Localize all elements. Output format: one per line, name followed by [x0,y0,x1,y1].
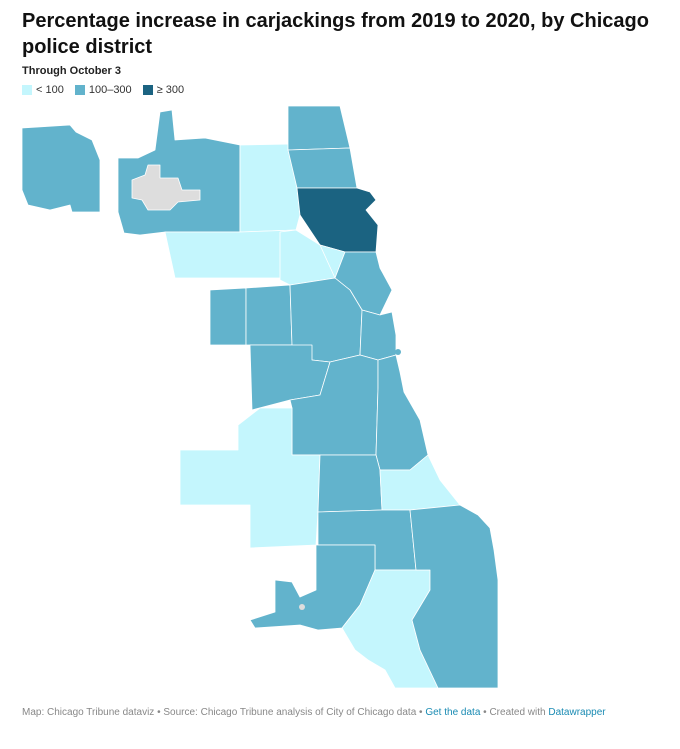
district-19[interactable] [296,187,379,253]
legend-item-mid: 100–300 [74,84,132,96]
district-24[interactable] [287,105,351,151]
district-4[interactable] [409,504,499,689]
footer-source: Source: Chicago Tribune analysis of City… [163,707,417,718]
footer-separator: • [416,707,426,718]
legend-item-low: < 100 [22,84,64,96]
get-the-data-link[interactable]: Get the data [425,707,481,718]
legend-item-high: ≥ 300 [142,84,185,96]
island-marker-north [395,349,401,355]
no-data-area [131,164,201,211]
footer-map-credit: Map: Chicago Tribune dataviz [22,707,155,718]
legend-label-low: < 100 [36,84,64,96]
legend-swatch-mid [74,85,85,95]
district-15[interactable] [209,287,247,346]
district-20[interactable] [287,147,358,189]
district-16-main[interactable] [117,109,241,236]
chart-title: Percentage increase in carjackings from … [22,10,649,58]
footer-created-with: Created with [489,707,549,718]
legend: < 100 100–300 ≥ 300 [22,84,195,96]
legend-swatch-low [22,85,32,95]
footer-separator: • [154,707,164,718]
legend-swatch-high [142,85,153,95]
legend-label-high: ≥ 300 [156,84,185,96]
datawrapper-link[interactable]: Datawrapper [548,707,606,718]
island-marker-south [299,604,305,610]
footer-separator: • [480,707,490,718]
footer: Map: Chicago Tribune dataviz • Source: C… [22,707,606,718]
district-1[interactable] [359,309,397,361]
chicago-district-map [21,105,499,689]
legend-label-mid: 100–300 [88,84,132,96]
chart-subtitle: Through October 3 [22,65,121,77]
district-7[interactable] [317,454,383,513]
district-16-ohare[interactable] [21,124,101,213]
district-11[interactable] [245,284,293,346]
district-2[interactable] [375,354,429,471]
